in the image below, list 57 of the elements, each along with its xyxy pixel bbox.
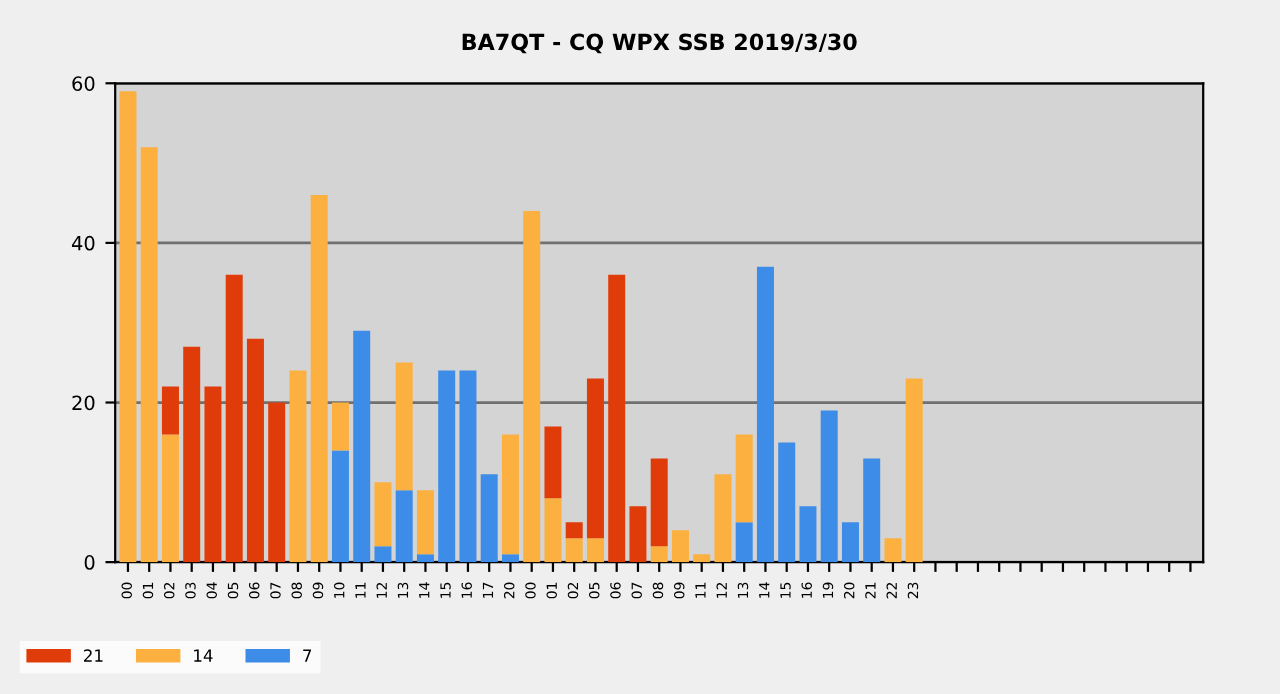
bar bbox=[778, 442, 796, 563]
y-tick-label: 60 bbox=[72, 76, 95, 91]
legend-label: 7 bbox=[303, 649, 312, 662]
bar bbox=[501, 554, 519, 563]
bar bbox=[204, 386, 222, 563]
bar bbox=[756, 266, 774, 563]
bar bbox=[119, 91, 137, 563]
bar bbox=[416, 554, 434, 563]
bar bbox=[140, 147, 158, 563]
bar bbox=[820, 410, 838, 563]
bar bbox=[650, 546, 668, 563]
bar bbox=[501, 434, 519, 555]
bar bbox=[841, 522, 859, 563]
bar bbox=[161, 434, 179, 563]
bar bbox=[586, 378, 604, 539]
bar bbox=[246, 338, 264, 563]
bar bbox=[374, 546, 392, 563]
y-tick-label: 20 bbox=[72, 395, 95, 411]
chart-title: BA7QT - CQ WPX SSB 2019/3/30 bbox=[462, 33, 857, 54]
bar bbox=[395, 362, 413, 491]
bar bbox=[735, 434, 753, 523]
bar bbox=[693, 554, 711, 563]
bar bbox=[565, 522, 583, 539]
bar bbox=[523, 210, 541, 563]
bar bbox=[480, 474, 498, 563]
bar bbox=[310, 195, 328, 563]
bar bbox=[629, 506, 647, 563]
bar bbox=[438, 370, 456, 563]
bar bbox=[161, 386, 179, 435]
bar bbox=[374, 482, 392, 547]
bar bbox=[544, 426, 562, 499]
bar bbox=[395, 490, 413, 563]
bar bbox=[735, 522, 753, 563]
bar bbox=[863, 458, 881, 563]
bar bbox=[459, 370, 477, 563]
legend-label: 21 bbox=[84, 649, 103, 662]
bar bbox=[650, 458, 668, 547]
bar bbox=[884, 538, 902, 563]
bar bbox=[268, 402, 286, 563]
bar bbox=[183, 346, 201, 563]
bar bbox=[905, 378, 923, 563]
y-tick-label: 40 bbox=[71, 235, 95, 251]
bar bbox=[416, 490, 434, 555]
bar bbox=[608, 274, 626, 563]
bar bbox=[671, 530, 689, 563]
bar bbox=[289, 370, 307, 563]
legend-label: 14 bbox=[194, 649, 213, 662]
bar bbox=[565, 538, 583, 563]
bar bbox=[799, 506, 817, 563]
y-tick-label: 0 bbox=[84, 555, 95, 570]
bar bbox=[586, 538, 604, 563]
bar bbox=[353, 330, 371, 563]
bar bbox=[544, 498, 562, 563]
bar bbox=[331, 450, 349, 563]
bar bbox=[714, 474, 732, 563]
bar bbox=[225, 274, 243, 563]
bar bbox=[331, 402, 349, 451]
